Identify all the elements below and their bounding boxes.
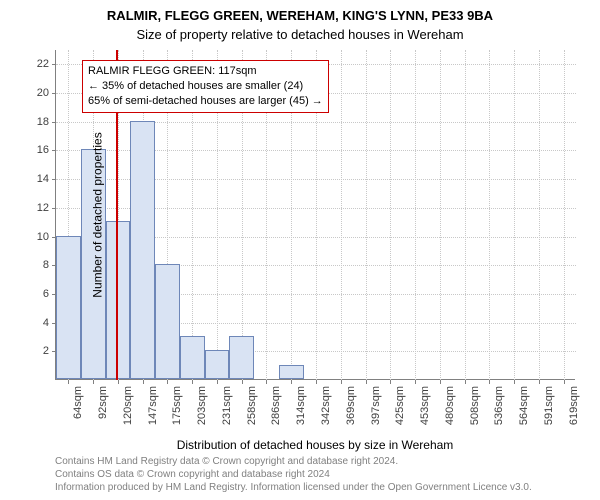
xtick-mark: [514, 380, 515, 384]
ytick-label: 6: [43, 288, 49, 300]
x-axis-label: Distribution of detached houses by size …: [177, 438, 454, 452]
xtick-mark: [415, 380, 416, 384]
histogram-bar: [279, 365, 304, 379]
xtick-label: 258sqm: [246, 386, 258, 425]
xtick-label: 286sqm: [270, 386, 282, 425]
chart-plot: 24681012141618202264sqm92sqm120sqm147sqm…: [55, 50, 575, 380]
xtick-label: 147sqm: [147, 386, 159, 425]
footer-line: Information produced by HM Land Registry…: [55, 481, 532, 494]
xtick-label: 480sqm: [444, 386, 456, 425]
xtick-label: 92sqm: [97, 386, 109, 419]
ytick-label: 12: [37, 202, 49, 214]
histogram-bar: [106, 221, 130, 379]
ytick-label: 16: [37, 144, 49, 156]
xtick-label: 536sqm: [493, 386, 505, 425]
gridline-v: [564, 50, 565, 380]
xtick-mark: [539, 380, 540, 384]
xtick-mark: [242, 380, 243, 384]
ytick-label: 8: [43, 259, 49, 271]
ytick-mark: [52, 122, 56, 123]
xtick-label: 591sqm: [543, 386, 555, 425]
xtick-mark: [465, 380, 466, 384]
xtick-mark: [143, 380, 144, 384]
y-axis-label: Number of detached properties: [91, 132, 105, 297]
xtick-label: 120sqm: [122, 386, 134, 425]
page-title: RALMIR, FLEGG GREEN, WEREHAM, KING'S LYN…: [0, 0, 600, 25]
ytick-mark: [52, 150, 56, 151]
xtick-label: 175sqm: [171, 386, 183, 425]
xtick-label: 369sqm: [345, 386, 357, 425]
xtick-label: 508sqm: [469, 386, 481, 425]
footer-attribution: Contains HM Land Registry data © Crown c…: [55, 455, 532, 494]
xtick-label: 619sqm: [568, 386, 580, 425]
xtick-mark: [341, 380, 342, 384]
annotation-box: RALMIR FLEGG GREEN: 117sqm← 35% of detac…: [82, 60, 329, 113]
xtick-mark: [266, 380, 267, 384]
xtick-label: 425sqm: [394, 386, 406, 425]
histogram-bar: [205, 350, 229, 379]
footer-line: Contains OS data © Crown copyright and d…: [55, 468, 532, 481]
histogram-bar: [56, 236, 81, 379]
annotation-line: RALMIR FLEGG GREEN: 117sqm: [88, 64, 323, 79]
gridline-v: [539, 50, 540, 380]
plot-region: 24681012141618202264sqm92sqm120sqm147sqm…: [55, 50, 575, 380]
ytick-mark: [52, 93, 56, 94]
ytick-label: 22: [37, 58, 49, 70]
xtick-label: 314sqm: [295, 386, 307, 425]
ytick-label: 10: [37, 231, 49, 243]
gridline-v: [440, 50, 441, 380]
xtick-mark: [167, 380, 168, 384]
ytick-label: 14: [37, 173, 49, 185]
xtick-mark: [390, 380, 391, 384]
ytick-mark: [52, 64, 56, 65]
annotation-line: 65% of semi-detached houses are larger (…: [88, 94, 323, 109]
ytick-mark: [52, 208, 56, 209]
histogram-bar: [130, 121, 155, 379]
xtick-label: 231sqm: [221, 386, 233, 425]
gridline-v: [489, 50, 490, 380]
xtick-label: 203sqm: [196, 386, 208, 425]
xtick-mark: [564, 380, 565, 384]
gridline-v: [465, 50, 466, 380]
gridline-v: [341, 50, 342, 380]
xtick-mark: [316, 380, 317, 384]
xtick-mark: [192, 380, 193, 384]
ytick-label: 20: [37, 87, 49, 99]
gridline-v: [390, 50, 391, 380]
xtick-mark: [68, 380, 69, 384]
gridline-v: [514, 50, 515, 380]
ytick-label: 4: [43, 317, 49, 329]
xtick-label: 453sqm: [419, 386, 431, 425]
histogram-bar: [180, 336, 205, 379]
annotation-line: ← 35% of detached houses are smaller (24…: [88, 79, 323, 94]
footer-line: Contains HM Land Registry data © Crown c…: [55, 455, 532, 468]
page-subtitle: Size of property relative to detached ho…: [0, 25, 600, 42]
xtick-label: 397sqm: [370, 386, 382, 425]
xtick-mark: [93, 380, 94, 384]
xtick-mark: [118, 380, 119, 384]
gridline-v: [366, 50, 367, 380]
xtick-mark: [489, 380, 490, 384]
xtick-label: 64sqm: [72, 386, 84, 419]
xtick-mark: [217, 380, 218, 384]
histogram-bar: [155, 264, 180, 379]
xtick-label: 342sqm: [320, 386, 332, 425]
xtick-mark: [440, 380, 441, 384]
xtick-mark: [291, 380, 292, 384]
gridline-v: [415, 50, 416, 380]
ytick-mark: [52, 179, 56, 180]
ytick-label: 2: [43, 345, 49, 357]
xtick-mark: [366, 380, 367, 384]
histogram-bar: [229, 336, 254, 379]
xtick-label: 564sqm: [518, 386, 530, 425]
ytick-label: 18: [37, 116, 49, 128]
